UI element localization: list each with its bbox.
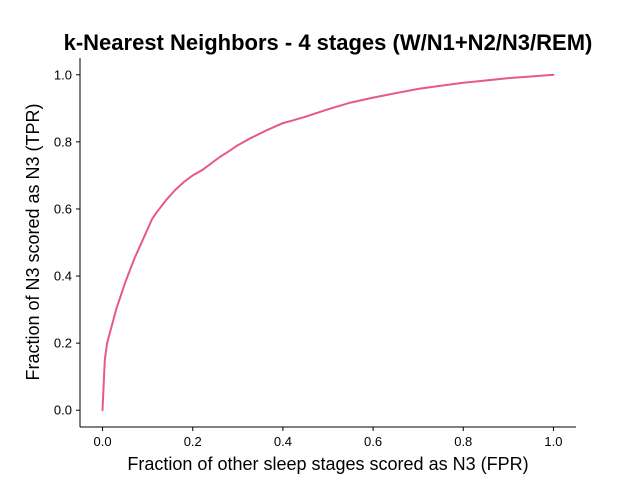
roc-curve (101, 73, 555, 412)
x-ticks: 0.0 0.2 0.4 0.6 0.8 1.0 (94, 427, 562, 449)
y-tick-label: 0.8 (54, 134, 72, 149)
x-tick-label: 1.0 (544, 434, 562, 449)
x-tick-label: 0.8 (454, 434, 472, 449)
x-tick-label: 0.2 (184, 434, 202, 449)
chart-title: k-Nearest Neighbors - 4 stages (W/N1+N2/… (64, 30, 593, 55)
y-ticks: 0.0 0.2 0.4 0.6 0.8 1.0 (54, 67, 80, 418)
x-tick-label: 0.4 (274, 434, 292, 449)
x-tick-label: 0.0 (94, 434, 112, 449)
y-tick-label: 0.4 (54, 269, 72, 284)
plot-area: 0.0 0.2 0.4 0.6 0.8 1.0 0.0 0.2 0.4 0.6 0.8 1.0 (54, 58, 576, 449)
x-tick-label: 0.6 (364, 434, 382, 449)
y-tick-label: 0.0 (54, 403, 72, 418)
y-tick-label: 0.2 (54, 336, 72, 351)
x-axis-label: Fraction of other sleep stages scored as… (127, 454, 528, 474)
y-tick-label: 1.0 (54, 67, 72, 82)
y-axis-label: Fraction of N3 scored as N3 (TPR) (23, 103, 43, 380)
y-tick-label: 0.6 (54, 201, 72, 216)
